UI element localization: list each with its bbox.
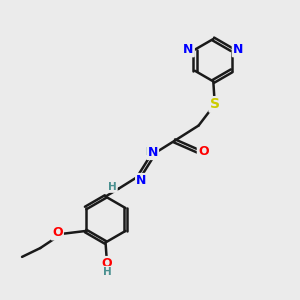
Text: S: S	[210, 98, 220, 111]
Text: N: N	[148, 146, 158, 159]
Text: N: N	[183, 43, 194, 56]
Text: O: O	[198, 145, 208, 158]
Text: H: H	[103, 267, 111, 277]
Text: N: N	[136, 174, 147, 187]
Text: N: N	[233, 43, 243, 56]
Text: H: H	[145, 147, 154, 158]
Text: H: H	[108, 182, 117, 192]
Text: O: O	[102, 257, 112, 270]
Text: O: O	[52, 226, 63, 239]
